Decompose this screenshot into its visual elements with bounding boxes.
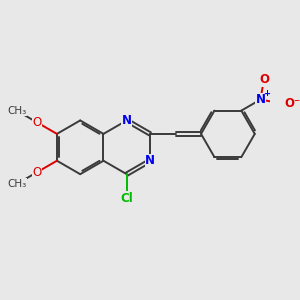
Text: O⁻: O⁻ [284,97,300,110]
Text: O: O [259,73,269,86]
Text: O: O [32,116,42,129]
Text: N: N [255,93,266,106]
Text: Cl: Cl [120,192,133,205]
Text: CH₃: CH₃ [8,106,27,116]
Text: N: N [122,114,132,127]
Text: O: O [32,166,42,179]
Text: +: + [263,89,270,98]
Text: N: N [145,154,155,167]
Text: CH₃: CH₃ [8,178,27,189]
